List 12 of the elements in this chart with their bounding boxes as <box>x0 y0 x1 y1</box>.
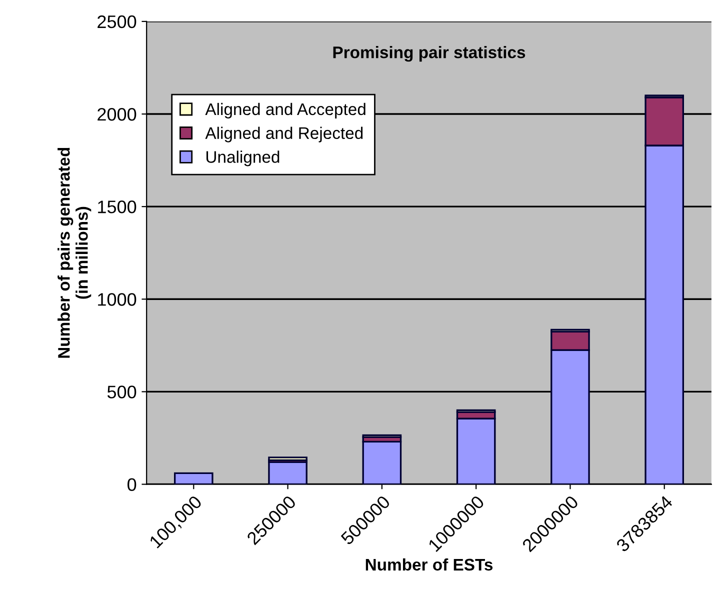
y-tick-label: 1500 <box>98 200 136 214</box>
legend-label: Unaligned <box>206 150 280 166</box>
legend-label: Aligned and Rejected <box>205 126 363 142</box>
y-tick-label: 500 <box>107 386 136 398</box>
y-tick-label: 2500 <box>98 15 136 28</box>
y-tick-label: 2000 <box>98 108 136 121</box>
x-axis-title: Number of ESTs <box>366 558 493 571</box>
legend-label: Aligned and Accepted <box>205 102 366 118</box>
y-tick-label: 1000 <box>98 293 136 306</box>
y-tick-label: 0 <box>128 478 136 491</box>
text: Promising pair statistics <box>333 46 526 62</box>
y-axis-title: Number of pairs generated (in millions) <box>58 148 92 358</box>
